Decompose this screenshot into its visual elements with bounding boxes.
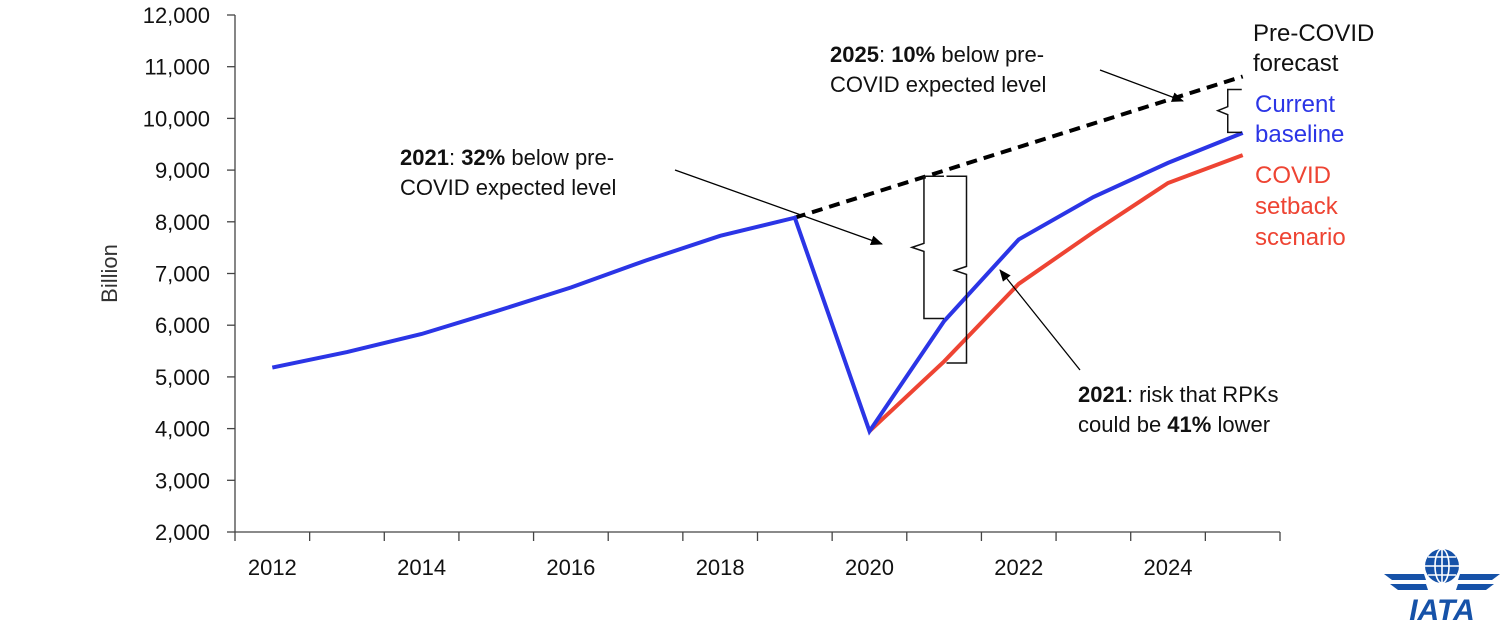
x-tick-label: 2018	[696, 555, 745, 580]
legend-layer: Pre-COVID forecast Current baseline COVID set…	[1253, 20, 1374, 251]
annotation-segment: :	[449, 145, 461, 170]
legend-label: forecast	[1253, 50, 1339, 77]
arrow-2021-41pct	[999, 269, 1081, 371]
series-layer	[271, 74, 1244, 436]
y-tick-label: 5,000	[155, 365, 210, 390]
legend-label: baseline	[1255, 121, 1344, 148]
x-tick-label: 2014	[397, 555, 446, 580]
annotation-segment: 41%	[1167, 412, 1211, 437]
annotation-segment: COVID expected level	[400, 175, 616, 200]
legend-entry-1: Current baseline	[1255, 91, 1344, 148]
brace-32pct	[909, 175, 944, 320]
globe-icon	[1425, 548, 1459, 584]
x-tick-label: 2022	[994, 555, 1043, 580]
annotation-segment: below pre-	[935, 42, 1044, 67]
annotation-text: COVID expected level	[400, 175, 616, 200]
y-tick-label: 3,000	[155, 468, 210, 493]
legend-label: scenario	[1255, 224, 1346, 251]
iata-logo: IATA	[1384, 548, 1500, 627]
y-tick-label: 2,000	[155, 520, 210, 545]
legend-label: COVID	[1255, 162, 1331, 189]
annotation-text: 2021: risk that RPKs	[1078, 382, 1279, 407]
annotation-text: COVID expected level	[830, 72, 1046, 97]
annotation-segment: 2025	[830, 42, 879, 67]
annotation-ann2025: 2025: 10% below pre- COVID expected level	[830, 42, 1046, 97]
y-tick-label: 7,000	[155, 262, 210, 287]
y-tick-label: 6,000	[155, 313, 210, 338]
annotation-ann2021b: 2021: risk that RPKs could be 41% lower	[1078, 382, 1279, 437]
y-tick-label: 4,000	[155, 417, 210, 442]
y-tick-label: 11,000	[144, 55, 210, 80]
x-tick-label: 2024	[1144, 555, 1193, 580]
annotation-segment: below pre-	[505, 145, 614, 170]
logo-text: IATA	[1409, 594, 1475, 627]
series-line-2	[794, 74, 1244, 220]
annotation-text: 2021: 32% below pre-	[400, 145, 614, 170]
y-tick-label: 12,000	[143, 3, 210, 28]
y-tick-label: 9,000	[155, 158, 210, 183]
annotation-segment: COVID expected level	[830, 72, 1046, 97]
legend-label: Pre-COVID	[1253, 20, 1374, 47]
annotation-text: could be 41% lower	[1078, 412, 1270, 437]
brace-layer	[909, 88, 1242, 364]
arrow-2021-32pct	[674, 169, 883, 246]
x-tick-label: 2016	[546, 555, 595, 580]
brace-10pct	[1215, 88, 1242, 134]
annotation-segment: lower	[1211, 412, 1270, 437]
y-tick-label: 10,000	[143, 106, 210, 131]
annotation-segment: could be	[1078, 412, 1167, 437]
annotation-segment: : risk that RPKs	[1127, 382, 1279, 407]
annotation-segment: :	[879, 42, 891, 67]
axes: 2,000 3,000 4,000 5,000 6,000 7,000 8,000 9,000…	[97, 3, 1281, 580]
legend-label: Current	[1255, 91, 1335, 118]
x-tick-label: 2012	[248, 555, 297, 580]
series-line-0	[271, 131, 1244, 436]
annotation-ann2021a: 2021: 32% below pre- COVID expected level	[400, 145, 616, 200]
annotation-layer: 2025: 10% below pre- COVID expected level…	[400, 42, 1279, 437]
y-tick-label: 8,000	[155, 210, 210, 235]
x-tick-label: 2020	[845, 555, 894, 580]
legend-entry-0: Pre-COVID forecast	[1253, 20, 1374, 77]
annotation-segment: 32%	[461, 145, 505, 170]
annotation-text: 2025: 10% below pre-	[830, 42, 1044, 67]
wings-icon	[1384, 574, 1500, 590]
annotation-segment: 10%	[891, 42, 935, 67]
brace-41pct	[946, 175, 968, 364]
y-axis-title: Billion	[97, 244, 122, 303]
annotation-segment: 2021	[400, 145, 449, 170]
arrow-2025	[1099, 69, 1184, 102]
series-line-1	[868, 153, 1244, 433]
annotation-segment: 2021	[1078, 382, 1127, 407]
legend-label: setback	[1255, 193, 1339, 220]
legend-entry-2: COVID setback scenario	[1255, 162, 1346, 251]
